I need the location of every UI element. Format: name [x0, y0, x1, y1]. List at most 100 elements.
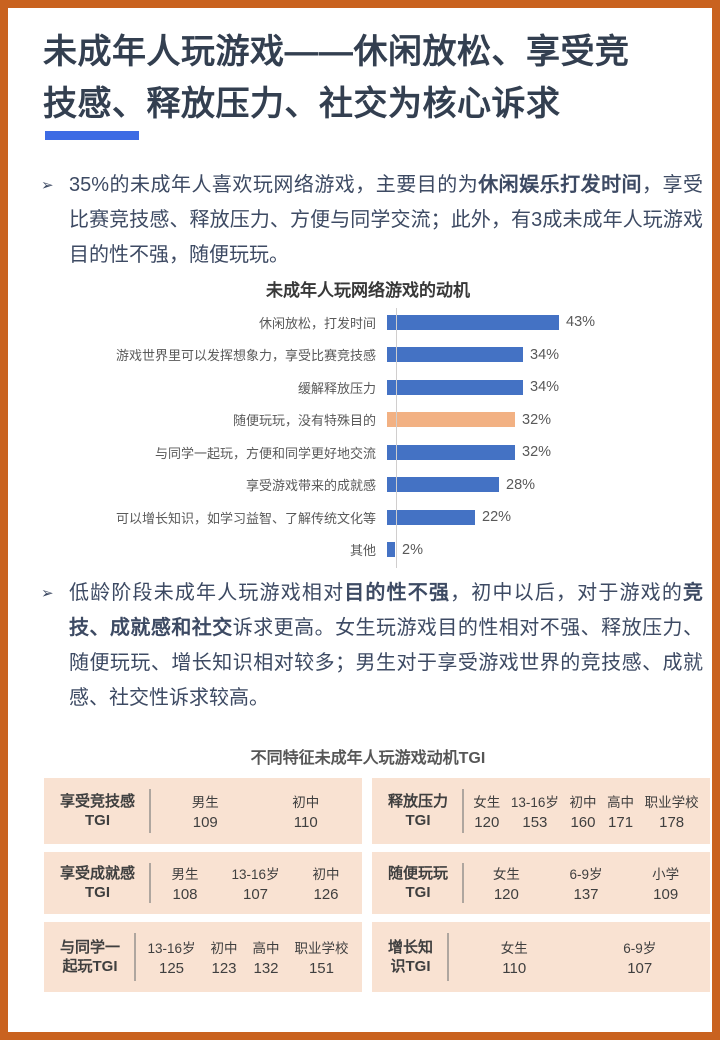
tgi-group: 高中 132: [253, 937, 280, 977]
tgi-group-name: 13-16岁: [510, 795, 559, 810]
chart-row: 与同学一起玩，方便和同学更好地交流 32%: [38, 436, 698, 469]
tgi-group-value: 160: [570, 814, 596, 831]
tgi-group: 初中 123: [211, 937, 238, 977]
page-title: 未成年人玩游戏——休闲放松、享受竞技感、释放压力、社交为核心诉求: [43, 33, 630, 123]
tgi-group: 13-16岁 107: [231, 863, 279, 903]
chart-category-label: 与同学一起玩，方便和同学更好地交流: [154, 445, 376, 461]
tgi-group-name: 职业学校: [644, 795, 699, 810]
tgi-card-values: 女生 110 6-9岁 107: [453, 937, 704, 977]
chart-category-label: 随便玩玩，没有特殊目的: [232, 413, 376, 429]
chart-category-label: 休闲放松，打发时间: [258, 315, 376, 331]
chart-category-label: 享受游戏带来的成就感: [245, 478, 376, 494]
chart-bar: [387, 542, 395, 558]
chart-value-label: 32%: [522, 444, 552, 461]
tgi-group-name: 高中: [607, 795, 635, 810]
tgi-group-value: 110: [293, 814, 318, 831]
chart-value-label: 22%: [482, 509, 512, 526]
tgi-card-label: 随便玩玩 TGI: [388, 864, 449, 902]
tgi-group-value: 178: [659, 814, 685, 831]
tgi-group-value: 137: [573, 886, 599, 903]
tgi-group-value: 151: [308, 960, 334, 977]
chart-row: 享受游戏带来的成就感 28%: [38, 469, 698, 502]
tgi-card-divider: [149, 863, 152, 903]
tgi-group-name: 13-16岁: [231, 867, 280, 882]
chart-row: 休闲放松，打发时间 43%: [38, 306, 698, 339]
tgi-card-values: 女生 120 13-16岁 153 初中 160 高中 171 职业学校 178: [468, 791, 704, 831]
tgi-group: 女生 120: [473, 791, 500, 831]
title-underline-bar: [45, 131, 139, 140]
tgi-group-value: 123: [211, 960, 237, 977]
tgi-card-label: 与同学一 起玩TGI: [60, 938, 121, 976]
tgi-card-divider: [134, 933, 137, 981]
tgi-group-name: 男生: [191, 795, 219, 810]
tgi-group-value: 107: [627, 960, 653, 977]
chart-category-label: 缓解释放压力: [297, 380, 376, 396]
tgi-group: 小学 109: [652, 863, 679, 903]
arrow-bullet-icon: ➢: [41, 177, 54, 194]
bullet-point-2: ➢ 低龄阶段未成年人玩游戏相对目的性不强，初中以后，对于游戏的竞技、成就感和社交…: [41, 576, 703, 716]
tgi-card: 随便玩玩 TGI 女生 120 6-9岁 137 小学 109: [372, 852, 710, 914]
tgi-group-value: 109: [192, 814, 218, 831]
tgi-group-value: 132: [253, 960, 279, 977]
chart-category-label: 游戏世界里可以发挥想象力，享受比赛竞技感: [115, 348, 376, 364]
tgi-card-values: 男生 109 初中 110: [155, 791, 356, 831]
tgi-group-name: 女生: [473, 795, 501, 810]
tgi-group-name: 13-16岁: [147, 941, 196, 956]
chart-bar: [387, 412, 515, 428]
bullet-1-text: 35%的未成年人喜欢玩网络游戏，主要目的为休闲娱乐打发时间，享受比赛竞技感、释放…: [69, 174, 704, 266]
tgi-group: 高中 171: [607, 791, 634, 831]
chart-row: 可以增长知识，如学习益智、了解传统文化等 22%: [38, 501, 698, 534]
tgi-group-name: 男生: [171, 867, 199, 882]
chart-bar: [387, 314, 559, 330]
tgi-group: 6-9岁 107: [623, 937, 656, 977]
tgi-group-name: 6-9岁: [569, 867, 603, 882]
bullet-2-text: 低龄阶段未成年人玩游戏相对目的性不强，初中以后，对于游戏的竞技、成就感和社交诉求…: [69, 582, 704, 709]
tgi-group-value: 153: [522, 814, 548, 831]
tgi-group: 13-16岁 125: [148, 937, 196, 977]
tgi-card-divider: [149, 789, 152, 833]
chart-value-label: 32%: [522, 411, 552, 428]
tgi-group-value: 108: [172, 886, 198, 903]
arrow-bullet-icon: ➢: [41, 585, 54, 602]
tgi-card: 释放压力 TGI 女生 120 13-16岁 153 初中 160 高中 171 职业学校 178: [372, 778, 710, 844]
tgi-group: 职业学校 151: [294, 937, 348, 977]
tgi-group-name: 女生: [492, 867, 520, 882]
tgi-group: 职业学校 178: [645, 791, 699, 831]
bullet-point-1: ➢ 35%的未成年人喜欢玩网络游戏，主要目的为休闲娱乐打发时间，享受比赛竞技感、…: [41, 168, 703, 273]
tgi-card-values: 13-16岁 125 初中 123 高中 132 职业学校 151: [140, 937, 356, 977]
tgi-group-name: 初中: [569, 795, 597, 810]
tgi-card-divider: [462, 789, 465, 833]
tgi-group: 初中 110: [292, 791, 319, 831]
tgi-group-name: 高中: [252, 941, 280, 956]
chart-value-label: 28%: [506, 476, 536, 493]
tgi-group-name: 职业学校: [294, 941, 349, 956]
tgi-card-divider: [462, 863, 465, 903]
tgi-card-label: 享受成就感 TGI: [60, 864, 136, 902]
tgi-card-label: 增长知 识TGI: [388, 938, 434, 976]
tgi-card-label: 释放压力 TGI: [388, 792, 449, 830]
tgi-card: 享受成就感 TGI 男生 108 13-16岁 107 初中 126: [44, 852, 362, 914]
chart-row: 随便玩玩，没有特殊目的 32%: [38, 404, 698, 437]
tgi-card-values: 女生 120 6-9岁 137 小学 109: [468, 863, 704, 903]
tgi-group-value: 109: [653, 886, 679, 903]
tgi-group: 初中 160: [569, 791, 596, 831]
chart-bar: [387, 509, 475, 525]
tgi-group-name: 6-9岁: [623, 941, 657, 956]
tgi-group-value: 110: [502, 960, 527, 977]
tgi-table: 享受竞技感 TGI 男生 109 初中 110 释放压力 TGI 女生 120 13-16岁 15…: [44, 778, 710, 992]
tgi-card: 享受竞技感 TGI 男生 109 初中 110: [44, 778, 362, 844]
tgi-group-value: 171: [608, 814, 634, 831]
chart-value-label: 34%: [530, 379, 560, 396]
chart-bar: [387, 379, 523, 395]
chart-category-label: 可以增长知识，如学习益智、了解传统文化等: [115, 510, 376, 526]
chart-value-label: 34%: [530, 346, 560, 363]
chart-bar: [387, 477, 499, 493]
tgi-card: 增长知 识TGI 女生 110 6-9岁 107: [372, 922, 710, 992]
tgi-table-title: 不同特征未成年人玩游戏动机TGI: [250, 750, 486, 767]
tgi-group-value: 120: [474, 814, 500, 831]
tgi-card-divider: [447, 933, 450, 981]
chart-value-label: 2%: [402, 541, 423, 558]
chart-rows: 休闲放松，打发时间 43% 游戏世界里可以发挥想象力，享受比赛竞技感 34% 缓解释放压…: [38, 306, 698, 566]
tgi-group: 女生 120: [493, 863, 520, 903]
